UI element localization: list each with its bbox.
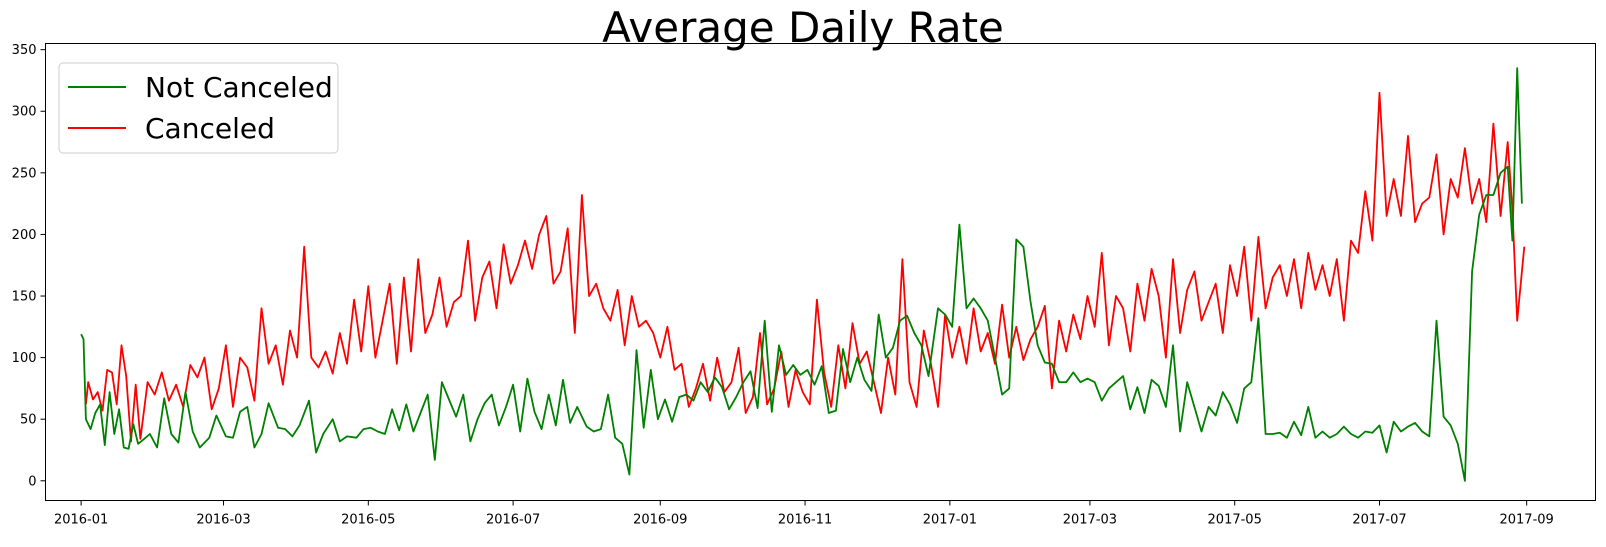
x-tick-label: 2016-03: [196, 513, 250, 528]
y-tick-label: 50: [20, 413, 37, 428]
x-axis: 2016-01 2016-03 2016-05 2016-07 2016-09 2016-…: [54, 500, 1554, 528]
legend-label-not-canceled: Not Canceled: [145, 71, 333, 104]
x-tick-label: 2016-07: [486, 513, 540, 528]
series-line-not-canceled: [80, 67, 1523, 482]
x-tick-label: 2017-09: [1499, 513, 1553, 528]
x-tick-label: 2016-09: [633, 513, 687, 528]
plot-area-frame: [45, 43, 1596, 501]
y-tick-label: 150: [12, 290, 37, 305]
series-lines: [80, 67, 1526, 482]
x-tick-label: 2016-11: [778, 513, 832, 528]
legend-frame: [58, 62, 339, 154]
x-tick-label: 2017-01: [923, 513, 977, 528]
y-tick-label: 200: [12, 228, 37, 243]
y-tick-label: 0: [28, 474, 36, 489]
y-tick-label: 350: [12, 43, 37, 58]
x-tick-label: 2016-01: [54, 513, 108, 528]
legend: Not Canceled Canceled: [58, 62, 339, 154]
x-tick-label: 2017-07: [1352, 513, 1406, 528]
x-tick-label: 2017-05: [1208, 513, 1262, 528]
legend-label-canceled: Canceled: [145, 112, 275, 145]
x-tick-label: 2016-05: [341, 513, 395, 528]
x-tick-label: 2017-03: [1063, 513, 1117, 528]
chart-title: Average Daily Rate: [602, 3, 1004, 52]
y-axis: 0 50 100 150 200 250 300 350: [12, 43, 46, 489]
series-line-canceled: [85, 91, 1526, 443]
y-tick-label: 250: [12, 166, 37, 181]
y-tick-label: 100: [12, 351, 37, 366]
y-tick-label: 300: [12, 105, 37, 120]
